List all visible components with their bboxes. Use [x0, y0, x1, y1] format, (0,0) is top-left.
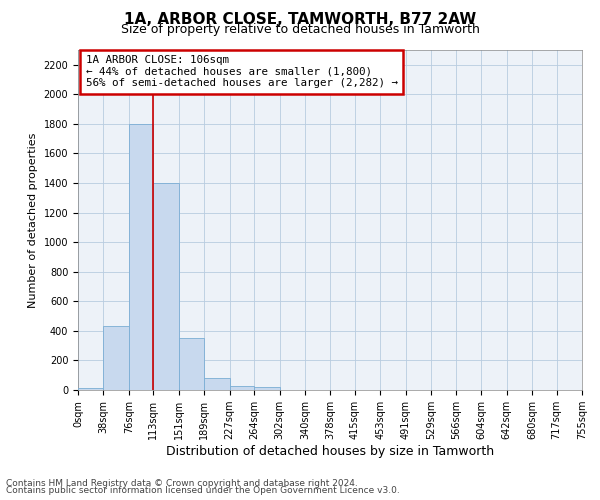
- Bar: [78, 388, 103, 390]
- Bar: [230, 386, 254, 390]
- Bar: [154, 183, 179, 390]
- Text: 1A ARBOR CLOSE: 106sqm
← 44% of detached houses are smaller (1,800)
56% of semi-: 1A ARBOR CLOSE: 106sqm ← 44% of detached…: [86, 55, 398, 88]
- Bar: [129, 124, 154, 390]
- Text: 1A, ARBOR CLOSE, TAMWORTH, B77 2AW: 1A, ARBOR CLOSE, TAMWORTH, B77 2AW: [124, 12, 476, 28]
- Bar: [254, 387, 280, 390]
- Text: Size of property relative to detached houses in Tamworth: Size of property relative to detached ho…: [121, 22, 479, 36]
- Bar: [204, 378, 230, 390]
- Text: Contains HM Land Registry data © Crown copyright and database right 2024.: Contains HM Land Registry data © Crown c…: [6, 478, 358, 488]
- Y-axis label: Number of detached properties: Number of detached properties: [28, 132, 38, 308]
- X-axis label: Distribution of detached houses by size in Tamworth: Distribution of detached houses by size …: [166, 445, 494, 458]
- Text: Contains public sector information licensed under the Open Government Licence v3: Contains public sector information licen…: [6, 486, 400, 495]
- Bar: [103, 326, 129, 390]
- Bar: [179, 338, 204, 390]
